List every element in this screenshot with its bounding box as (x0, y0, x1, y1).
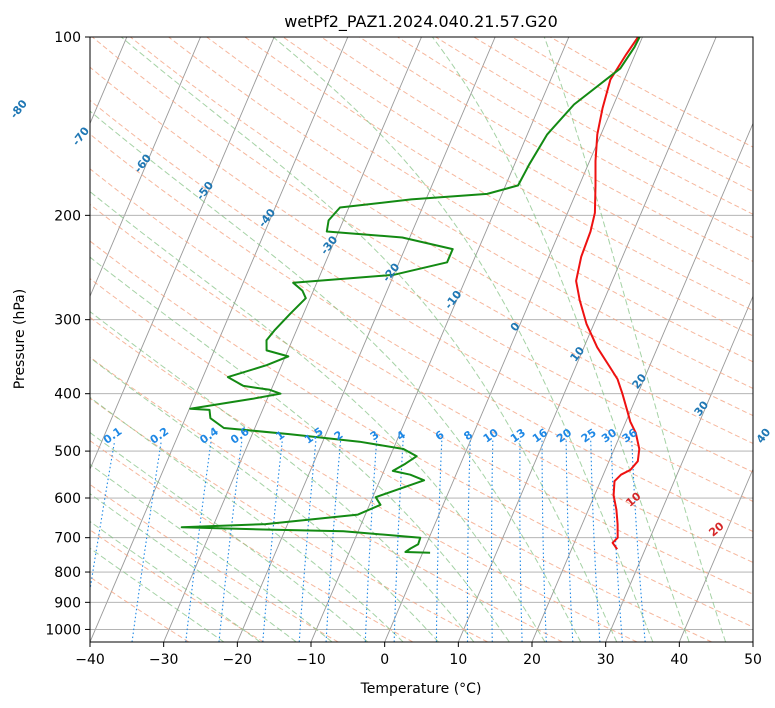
x-tick-label: −40 (75, 652, 105, 668)
y-axis-title: Pressure (hPa) (12, 289, 28, 389)
moist-adiabat-line (90, 310, 475, 642)
y-tick-label: 400 (54, 387, 81, 403)
mixing-ratio-line (90, 440, 116, 594)
dry-adiabat-line (90, 440, 414, 642)
x-tick-label: −30 (149, 652, 179, 668)
y-tick-label: 900 (54, 595, 81, 611)
y-tick-label: 800 (54, 565, 81, 581)
mixing-ratio-line (393, 440, 404, 642)
dry-adiabat-lines (90, 37, 753, 642)
y-tick-label: 100 (54, 30, 81, 46)
mixing-ratio-line (466, 440, 471, 642)
dry-adiabat-line (244, 37, 753, 337)
mixing-ratio-lines (90, 440, 646, 642)
dry-adiabat-line (282, 37, 753, 312)
moist-adiabat-line (431, 37, 690, 642)
y-tick-label: 300 (54, 313, 81, 329)
y-tick-label: 600 (54, 491, 81, 507)
dry-adiabat-line (90, 483, 339, 642)
plot-frame (89, 36, 754, 643)
dry-adiabat-line (90, 168, 753, 563)
dry-adiabat-line (90, 240, 753, 628)
dry-adiabat-line (90, 356, 563, 642)
isotherm-line (531, 122, 753, 642)
moist-adiabat-line (90, 493, 297, 642)
dry-adiabat-line (90, 316, 638, 642)
x-tick-label: −10 (296, 652, 326, 668)
dry-adiabat-line (90, 66, 753, 473)
isotherm-line (678, 467, 753, 642)
y-tick-label: 200 (54, 208, 81, 224)
moist-adiabat-line (90, 256, 510, 642)
sounding-profiles (180, 37, 641, 554)
isotherm-line (457, 37, 717, 642)
dry-adiabat-line (168, 37, 753, 389)
isotherm-line (90, 37, 349, 642)
x-tick-label: −20 (223, 652, 253, 668)
dry-adiabat-line (90, 99, 753, 502)
isotherm-line (236, 37, 496, 642)
mixing-ratio-line (565, 440, 574, 642)
mixing-ratio-line (364, 440, 378, 642)
x-tick-label: 50 (744, 652, 762, 668)
moist-adiabat-line (90, 547, 225, 642)
mixing-ratio-line (218, 440, 243, 642)
moist-adiabat-line (90, 191, 546, 642)
mixing-ratio-line (610, 440, 623, 642)
y-axis-ticks: 100 200 300 400 500 600 700 800 900 1000 (45, 30, 90, 638)
chart-title: wetPf2_PAZ1.2024.040.21.57.G20 (284, 12, 558, 32)
dry-adiabat-line (90, 529, 264, 642)
x-tick-label: 0 (380, 652, 389, 668)
mixing-ratio-line (519, 440, 523, 642)
mixing-ratio-line (325, 440, 342, 642)
x-tick-label: 40 (670, 652, 688, 668)
x-tick-label: 20 (523, 652, 541, 668)
isotherm-line (384, 37, 643, 642)
mixing-ratio-line (185, 440, 212, 642)
x-tick-label: 10 (449, 652, 467, 668)
mixing-ratio-line (435, 440, 443, 642)
mixing-ratio-line (490, 440, 494, 642)
dry-adiabat-line (90, 278, 712, 642)
moist-adiabat-line (90, 396, 404, 642)
dry-adiabat-line (90, 203, 753, 595)
x-tick-label: 30 (597, 652, 615, 668)
mixing-ratio-line (590, 440, 601, 642)
moist-adiabat-line (90, 110, 582, 642)
y-tick-label: 500 (54, 444, 81, 460)
moist-adiabat-line (90, 520, 261, 642)
y-tick-label: 700 (54, 531, 81, 547)
dry-adiabat-line (206, 37, 753, 363)
isotherm-line (605, 295, 753, 642)
dry-adiabat-line (90, 397, 488, 642)
dewpoint-profile-line (180, 37, 641, 554)
mixing-ratio-line (298, 440, 317, 642)
x-axis-ticks: −40 −30 −20 −10 0 10 20 30 40 50 (75, 642, 762, 668)
x-axis-title: Temperature (°C) (360, 681, 482, 697)
temperature-profile-line (575, 37, 641, 550)
isotherm-line (90, 37, 275, 471)
moist-adiabat-line (90, 463, 333, 642)
y-tick-label: 1000 (45, 622, 81, 638)
isotherm-line (90, 37, 201, 298)
isotherm-line (163, 37, 422, 642)
mixing-ratio-line (262, 440, 283, 642)
mixing-ratio-line (631, 440, 646, 642)
moist-adiabat-line (272, 37, 654, 642)
mixing-ratio-line (131, 440, 162, 642)
mixing-ratio-line (541, 440, 547, 642)
moist-adiabat-line (120, 37, 618, 642)
moist-adiabat-line (90, 356, 439, 642)
dry-adiabat-line (90, 133, 753, 533)
